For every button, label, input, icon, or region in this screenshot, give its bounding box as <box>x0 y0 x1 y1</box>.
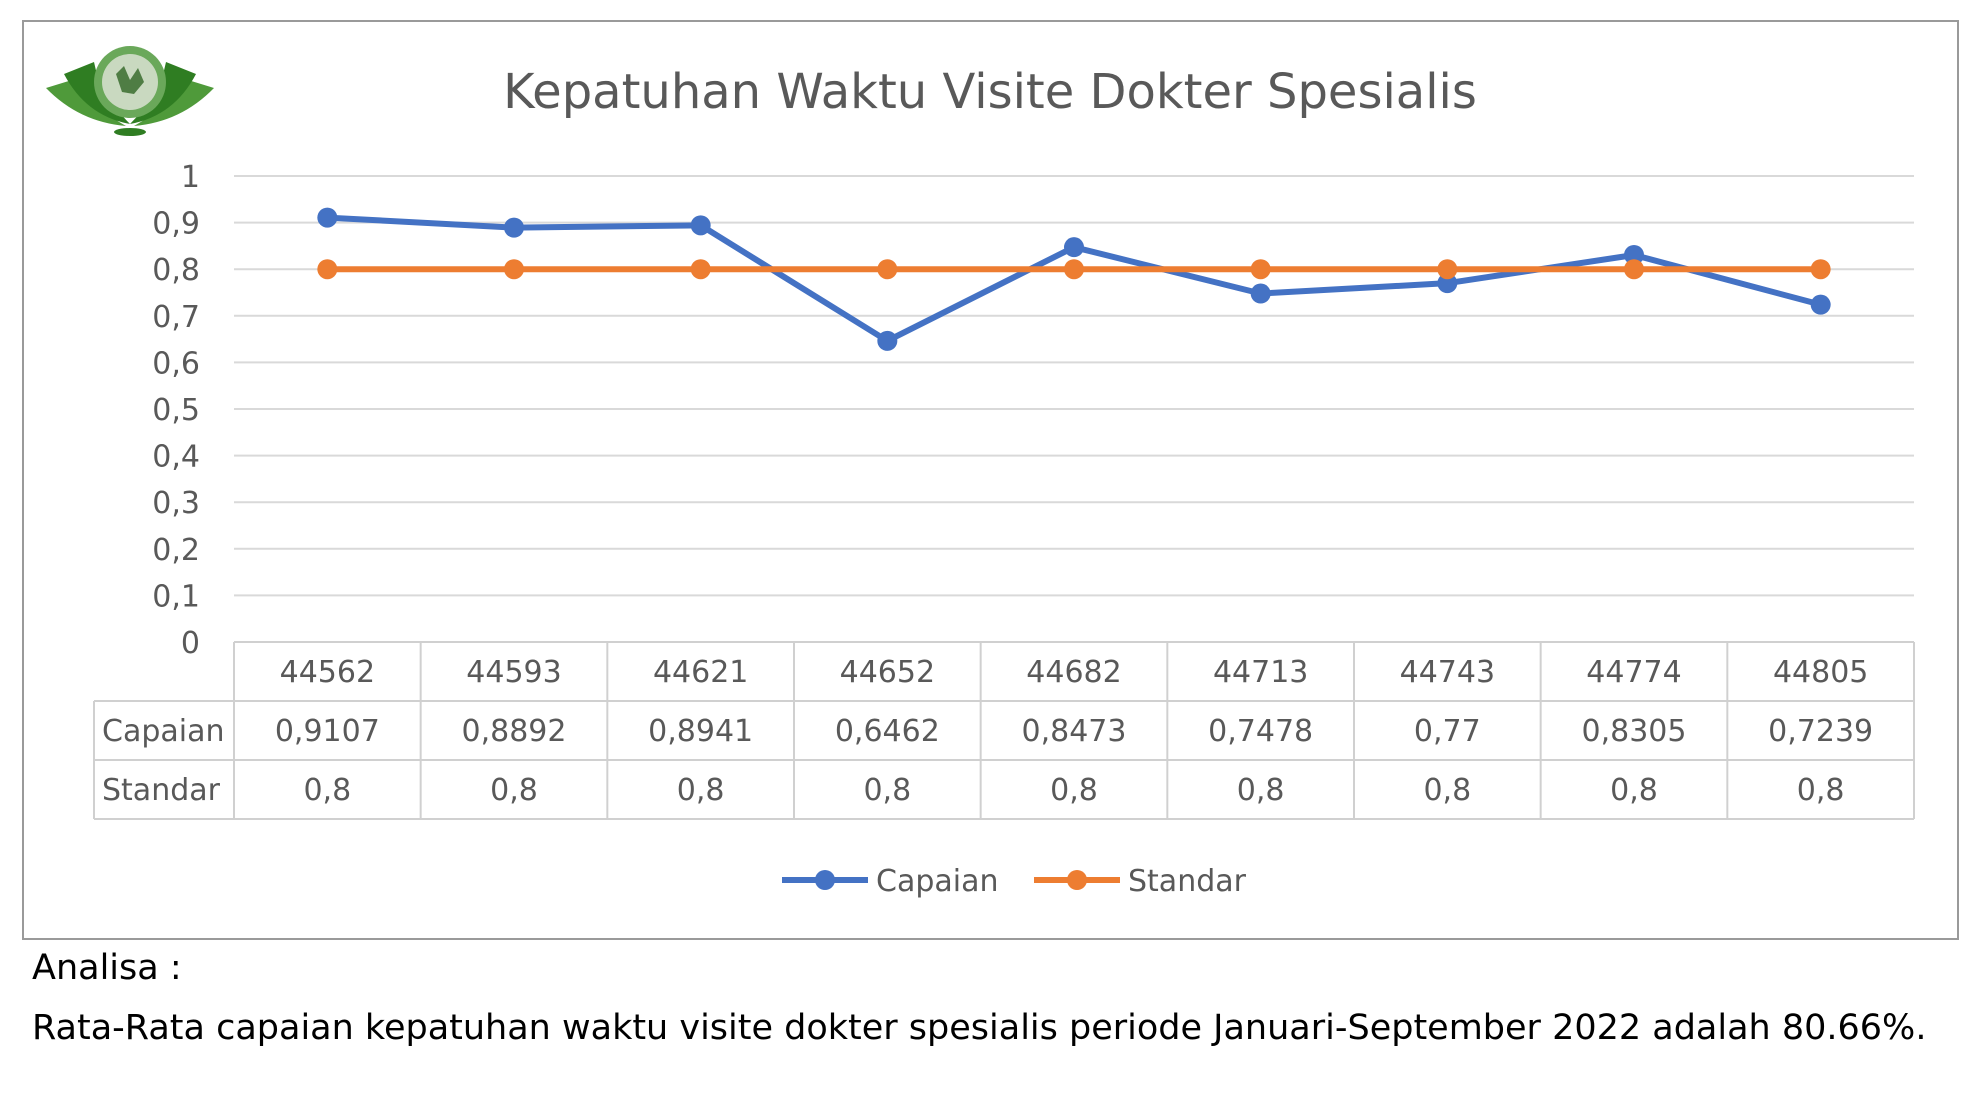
data-point-standar <box>1624 259 1644 280</box>
analysis-text: Rata-Rata capaian kepatuhan waktu visite… <box>32 1008 1927 1048</box>
x-category-label: 44805 <box>1773 655 1868 690</box>
table-value: 0,8941 <box>648 714 753 749</box>
lotus-logo-icon <box>46 46 214 136</box>
table-value: 0,8473 <box>1022 714 1127 749</box>
data-point-capaian <box>1250 283 1271 304</box>
data-point-standar <box>1437 259 1458 280</box>
legend-label-capaian: Capaian <box>876 864 999 899</box>
analysis-section: Analisa : Rata-Rata capaian kepatuhan wa… <box>32 938 1952 1058</box>
table-series-name: Capaian <box>102 714 225 749</box>
x-category-label: 44682 <box>1026 655 1121 690</box>
y-tick-label: 0 <box>181 626 200 661</box>
table-value: 0,8 <box>677 773 725 808</box>
data-point-capaian <box>690 215 711 236</box>
data-point-standar <box>317 259 338 280</box>
data-point-capaian <box>317 207 338 228</box>
y-tick-label: 0,8 <box>152 253 200 288</box>
x-category-label: 44713 <box>1213 655 1308 690</box>
y-tick-label: 0,1 <box>152 579 200 614</box>
y-tick-label: 0,6 <box>152 346 200 381</box>
x-category-label: 44593 <box>466 655 561 690</box>
data-point-capaian <box>1624 244 1644 265</box>
x-category-label: 44621 <box>653 655 748 690</box>
table-value: 0,8 <box>863 773 911 808</box>
line-chart: Kepatuhan Waktu Visite Dokter Spesialis … <box>46 46 1915 899</box>
legend-label-standar: Standar <box>1128 864 1247 899</box>
table-value: 0,8 <box>1610 773 1658 808</box>
table-value: 0,77 <box>1414 714 1481 749</box>
data-point-standar <box>1064 259 1084 280</box>
table-value: 0,8 <box>1237 773 1285 808</box>
data-point-standar <box>877 259 898 280</box>
data-point-capaian <box>1064 237 1084 258</box>
data-point-capaian <box>877 330 898 351</box>
table-value: 0,8 <box>1797 773 1845 808</box>
data-point-capaian <box>1437 273 1458 294</box>
table-series-name: Standar <box>102 773 221 808</box>
data-point-standar <box>690 259 711 280</box>
y-tick-label: 0,3 <box>152 486 200 521</box>
y-tick-label: 0,9 <box>152 207 200 242</box>
series-line-capaian <box>327 214 1822 344</box>
table-value: 0,8 <box>1423 773 1471 808</box>
x-category-label: 44652 <box>840 655 935 690</box>
legend-marker-standar <box>1067 870 1087 890</box>
table-value: 0,8305 <box>1582 714 1687 749</box>
y-axis: 0 0,1 0,2 0,3 0,4 0,5 0,6 0,7 0,8 0,9 1 <box>152 160 200 661</box>
y-tick-label: 0,5 <box>152 393 200 428</box>
data-point-capaian <box>504 217 524 238</box>
data-point-capaian <box>1810 294 1831 315</box>
table-value: 0,6462 <box>835 714 940 749</box>
analysis-heading: Analisa : <box>32 948 182 988</box>
table-value: 0,8 <box>303 773 351 808</box>
table-value: 0,7239 <box>1768 714 1873 749</box>
data-point-standar <box>504 259 524 280</box>
series-group <box>317 207 1831 351</box>
table-value: 0,7478 <box>1208 714 1313 749</box>
legend-marker-capaian <box>815 870 835 890</box>
chart-frame: Kepatuhan Waktu Visite Dokter Spesialis … <box>22 20 1959 940</box>
y-tick-label: 1 <box>181 160 200 195</box>
data-point-standar <box>1250 259 1271 280</box>
data-point-standar <box>1810 259 1831 280</box>
x-category-label: 44774 <box>1586 655 1681 690</box>
table-value: 0,9107 <box>275 714 380 749</box>
y-tick-label: 0,7 <box>152 300 200 335</box>
data-table: 44562 44593 44621 44652 44682 44713 44743 44774… <box>93 641 1915 820</box>
chart-title: Kepatuhan Waktu Visite Dokter Spesialis <box>503 64 1477 120</box>
table-value: 0,8 <box>490 773 538 808</box>
table-value: 0,8 <box>1050 773 1098 808</box>
legend: Capaian Standar <box>782 864 1247 899</box>
x-category-label: 44562 <box>280 655 375 690</box>
x-category-label: 44743 <box>1400 655 1495 690</box>
y-tick-label: 0,2 <box>152 533 200 568</box>
table-value: 0,8892 <box>462 714 567 749</box>
y-tick-label: 0,4 <box>152 440 200 475</box>
